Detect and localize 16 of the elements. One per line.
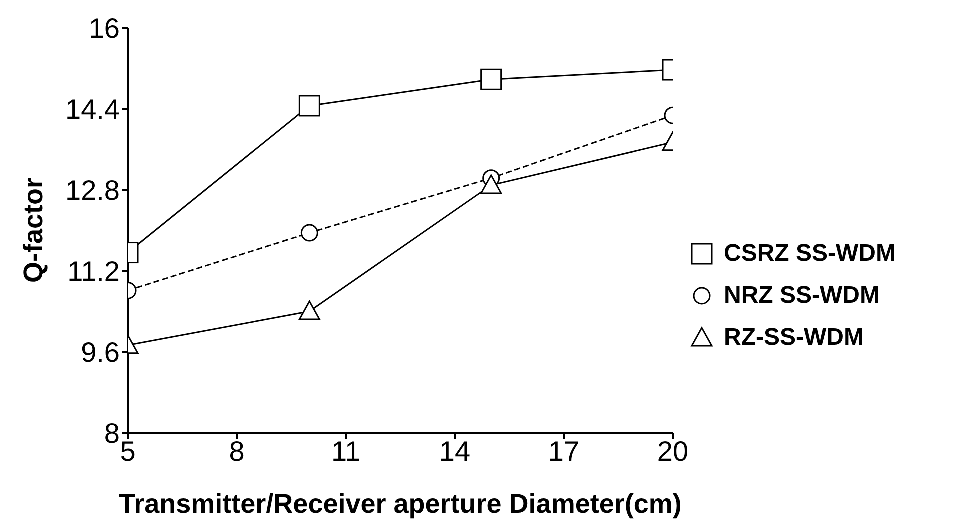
- x-tick-label: 14: [439, 436, 471, 467]
- legend-label: CSRZ SS-WDM: [724, 240, 896, 268]
- y-tick-label: 16: [88, 12, 120, 44]
- x-tick-label: 20: [657, 436, 689, 467]
- y-tick-label: 14.4: [66, 94, 120, 125]
- x-axis-title: Transmitter/Receiver aperture Diameter(cm): [119, 489, 682, 519]
- y-tick-label: 12.8: [66, 174, 120, 206]
- x-tick-label: 11: [331, 436, 361, 467]
- legend-label: RZ-SS-WDM: [724, 324, 864, 352]
- y-tick-label: 11.2: [68, 256, 120, 287]
- x-tick-label: 8: [229, 436, 245, 467]
- y-tick-label: 9.6: [81, 336, 120, 368]
- y-axis-title: Q-factor: [18, 178, 49, 284]
- legend-label: NRZ SS-WDM: [724, 282, 880, 310]
- x-tick-label: 17: [548, 436, 580, 467]
- x-tick-label: 5: [120, 436, 136, 467]
